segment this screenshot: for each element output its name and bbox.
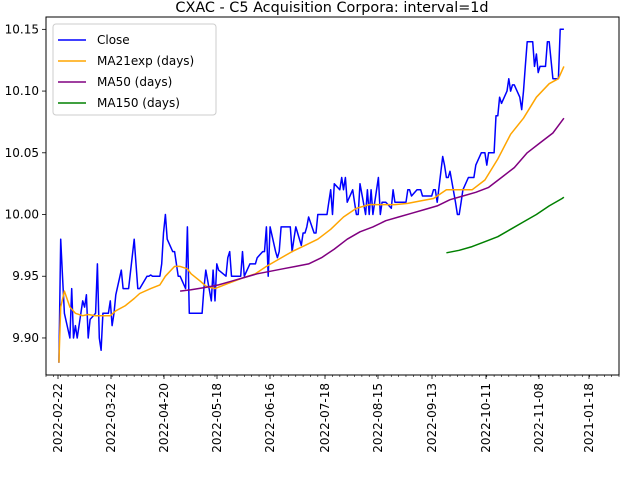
y-axis: 9.90 9.95 10.00 10.05 10.10 10.15: [5, 22, 46, 345]
x-tick-label: 2022-06-16: [263, 383, 277, 453]
y-tick-label: 10.10: [5, 84, 39, 98]
legend: Close MA21exp (days) MA50 (days) MA150 (day…: [52, 23, 217, 116]
x-tick-label: 2022-11-08: [532, 383, 546, 453]
x-tick-label: 2022-04-20: [157, 383, 171, 453]
x-tick-label: 2022-09-13: [425, 383, 439, 453]
y-tick-label: 10.00: [5, 208, 39, 222]
x-tick-label: 2022-08-15: [371, 383, 385, 453]
x-tick-label: 2022-10-11: [479, 383, 493, 453]
legend-box: [52, 23, 217, 116]
legend-label-2: MA50 (days): [97, 75, 172, 89]
series-line-0: [58, 28, 564, 363]
y-tick-label: 9.95: [12, 269, 39, 283]
series-line-2: [180, 117, 565, 292]
x-tick-label: 2021-01-18: [582, 383, 596, 453]
legend-label-1: MA21exp (days): [97, 54, 194, 68]
x-tick-label: 2022-07-18: [318, 383, 332, 453]
x-tick-label: 2022-05-18: [210, 383, 224, 453]
y-tick-label: 10.15: [5, 22, 39, 36]
y-tick-label: 9.90: [12, 331, 39, 345]
x-axis: 2022-02-22 2022-03-22 2022-04-20 2022-05-18…: [45, 375, 620, 453]
x-tick-label: 2022-02-22: [51, 383, 65, 453]
x-tick-label: 2022-03-22: [104, 383, 118, 453]
legend-label-0: Close: [97, 33, 130, 47]
chart-title: CXAC - C5 Acquisition Corpora: interval=…: [175, 0, 488, 16]
legend-label-3: MA150 (days): [97, 96, 180, 110]
series-layer: [58, 28, 565, 363]
series-line-3: [446, 196, 565, 254]
y-tick-label: 10.05: [5, 146, 39, 160]
